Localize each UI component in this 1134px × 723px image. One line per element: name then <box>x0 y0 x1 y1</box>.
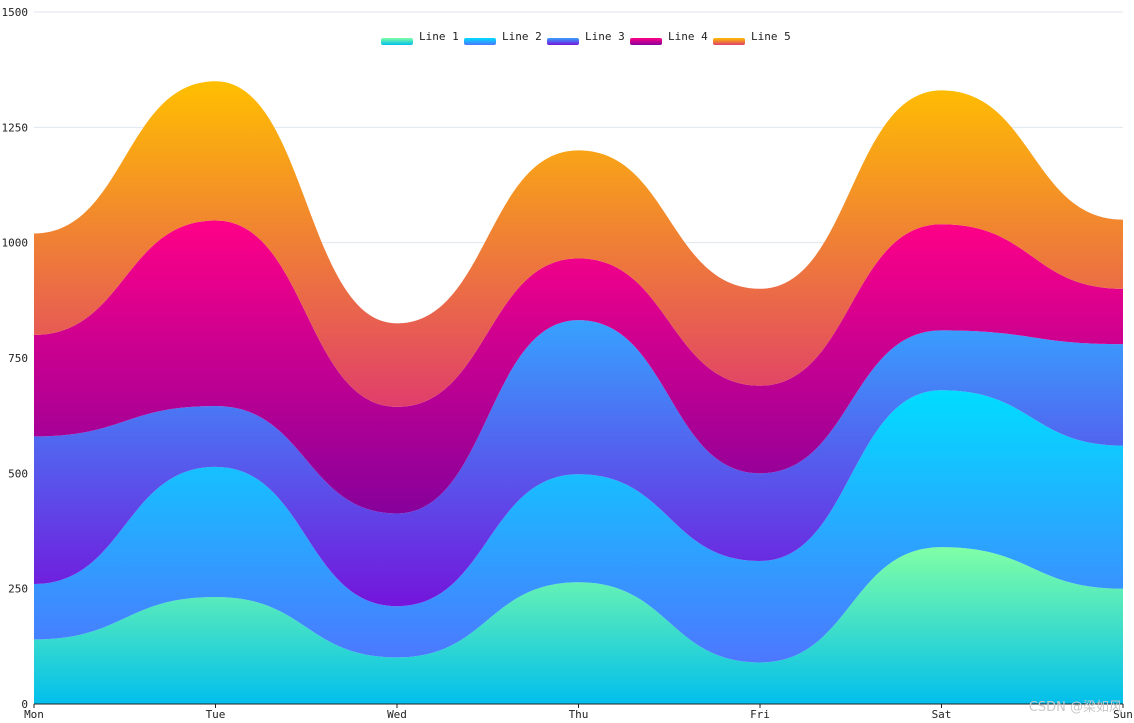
y-tick-label: 1000 <box>2 237 29 250</box>
legend-label: Line 4 <box>668 30 708 43</box>
y-tick-label: 0 <box>21 698 28 711</box>
legend-swatch <box>381 38 413 45</box>
area-line-3 <box>34 320 1123 607</box>
legend-item-line-2[interactable]: Line 2 <box>464 30 542 45</box>
legend: Line 1 Line 2 Line 3 Line 4 Line 5 <box>381 30 791 45</box>
legend-swatch <box>464 38 496 45</box>
legend-label: Line 2 <box>502 30 542 43</box>
legend-label: Line 1 <box>419 30 459 43</box>
x-tick-label: Mon <box>24 708 44 721</box>
legend-swatch <box>630 38 662 45</box>
area-line-5 <box>34 81 1123 407</box>
legend-label: Line 5 <box>751 30 791 43</box>
area-line-1 <box>34 547 1123 704</box>
axes: 0 250 500 750 1000 1250 1500 Mon Tue Wed Thu Fri Sat… <box>2 6 1133 721</box>
x-tick-label: Thu <box>569 708 589 721</box>
legend-item-line-4[interactable]: Line 4 <box>630 30 708 45</box>
x-tick-label: Fri <box>750 708 770 721</box>
x-tick-label: Sun <box>1113 708 1133 721</box>
legend-label: Line 3 <box>585 30 625 43</box>
legend-item-line-1[interactable]: Line 1 <box>381 30 459 45</box>
y-tick-label: 250 <box>8 583 28 596</box>
area-line-2 <box>34 390 1123 663</box>
area-line-4 <box>34 220 1123 514</box>
watermark: CSDN @梁如风 <box>1028 700 1122 715</box>
y-tick-label: 750 <box>8 352 28 365</box>
x-tick-label: Wed <box>387 708 407 721</box>
y-tick-label: 1250 <box>2 121 29 134</box>
legend-item-line-5[interactable]: Line 5 <box>713 30 791 45</box>
y-tick-label: 500 <box>8 467 28 480</box>
legend-swatch <box>547 38 579 45</box>
legend-swatch <box>713 38 745 45</box>
x-tick-label: Sat <box>932 708 952 721</box>
y-tick-label: 1500 <box>2 6 29 19</box>
series-areas <box>34 81 1123 704</box>
x-tick-label: Tue <box>206 708 226 721</box>
legend-item-line-3[interactable]: Line 3 <box>547 30 625 45</box>
